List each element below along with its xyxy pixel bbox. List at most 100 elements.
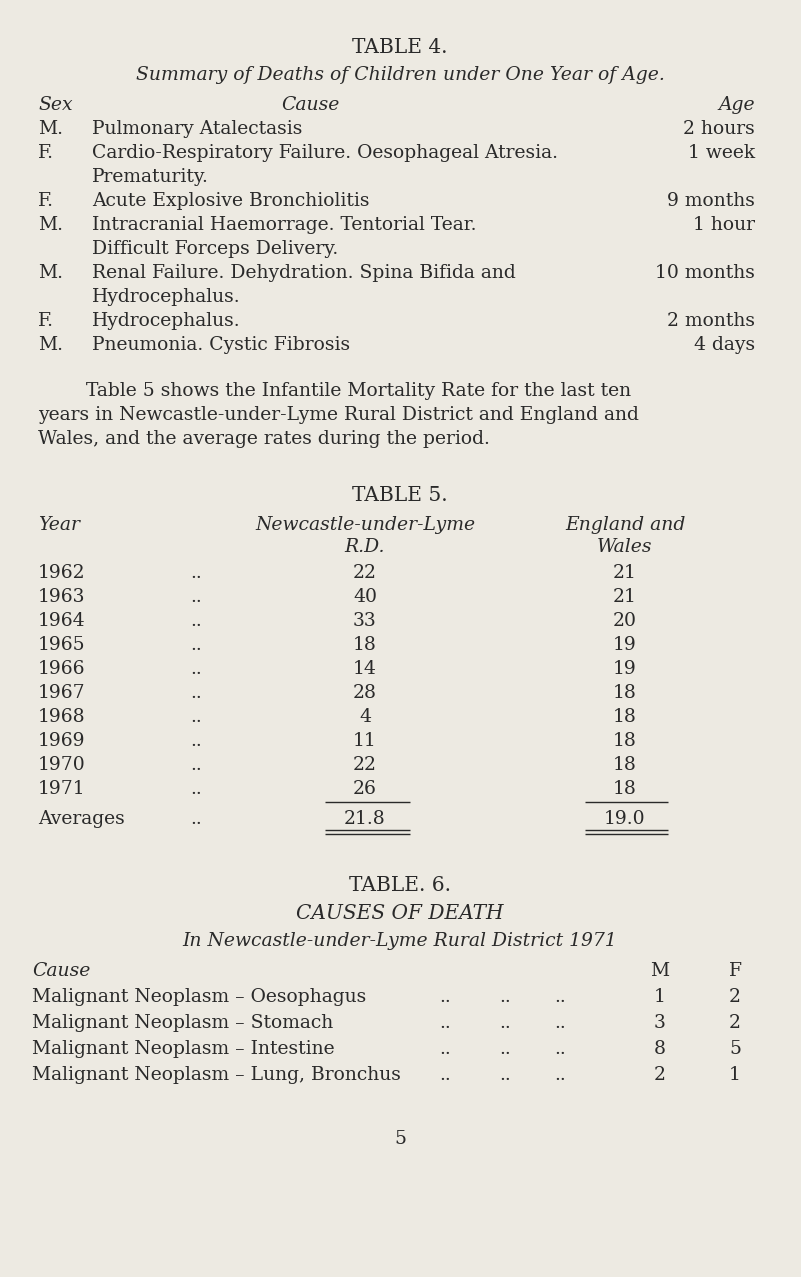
Text: 19.0: 19.0	[604, 810, 646, 827]
Text: 1: 1	[729, 1066, 741, 1084]
Text: 28: 28	[353, 684, 377, 702]
Text: 26: 26	[353, 780, 377, 798]
Text: Prematurity.: Prematurity.	[92, 169, 209, 186]
Text: 2 months: 2 months	[667, 312, 755, 329]
Text: 1968: 1968	[38, 707, 86, 727]
Text: ..: ..	[190, 780, 202, 798]
Text: years in Newcastle-under-Lyme Rural District and England and: years in Newcastle-under-Lyme Rural Dist…	[38, 406, 639, 424]
Text: 9 months: 9 months	[667, 192, 755, 209]
Text: ..: ..	[439, 1066, 451, 1084]
Text: 1963: 1963	[38, 587, 86, 607]
Text: ..: ..	[499, 1066, 511, 1084]
Text: ..: ..	[190, 732, 202, 750]
Text: Averages: Averages	[38, 810, 125, 827]
Text: F.: F.	[38, 312, 54, 329]
Text: 8: 8	[654, 1039, 666, 1059]
Text: 40: 40	[353, 587, 377, 607]
Text: F.: F.	[38, 144, 54, 162]
Text: Wales, and the average rates during the period.: Wales, and the average rates during the …	[38, 430, 490, 448]
Text: 1967: 1967	[38, 684, 86, 702]
Text: TABLE 5.: TABLE 5.	[352, 487, 448, 504]
Text: Newcastle-under-Lyme: Newcastle-under-Lyme	[255, 516, 475, 534]
Text: 22: 22	[353, 756, 377, 774]
Text: 22: 22	[353, 564, 377, 582]
Text: ..: ..	[190, 810, 202, 827]
Text: ..: ..	[190, 587, 202, 607]
Text: 1962: 1962	[38, 564, 86, 582]
Text: 1966: 1966	[38, 660, 86, 678]
Text: 18: 18	[613, 707, 637, 727]
Text: Age: Age	[718, 96, 755, 114]
Text: Malignant Neoplasm – Lung, Bronchus: Malignant Neoplasm – Lung, Bronchus	[32, 1066, 401, 1084]
Text: 4: 4	[359, 707, 371, 727]
Text: 11: 11	[353, 732, 377, 750]
Text: Wales: Wales	[598, 538, 653, 555]
Text: Hydrocephalus.: Hydrocephalus.	[92, 289, 240, 306]
Text: 1971: 1971	[38, 780, 86, 798]
Text: 18: 18	[613, 732, 637, 750]
Text: Cause: Cause	[281, 96, 339, 114]
Text: ..: ..	[499, 988, 511, 1006]
Text: ..: ..	[439, 1014, 451, 1032]
Text: ..: ..	[190, 564, 202, 582]
Text: 20: 20	[613, 612, 637, 630]
Text: 1965: 1965	[38, 636, 86, 654]
Text: Sex: Sex	[38, 96, 73, 114]
Text: TABLE 4.: TABLE 4.	[352, 38, 448, 57]
Text: Malignant Neoplasm – Oesophagus: Malignant Neoplasm – Oesophagus	[32, 988, 366, 1006]
Text: 4 days: 4 days	[694, 336, 755, 354]
Text: Malignant Neoplasm – Stomach: Malignant Neoplasm – Stomach	[32, 1014, 333, 1032]
Text: 21: 21	[613, 564, 637, 582]
Text: England and: England and	[565, 516, 685, 534]
Text: Summary of Deaths of Children under One Year of Age.: Summary of Deaths of Children under One …	[135, 66, 665, 84]
Text: Cause: Cause	[32, 962, 91, 979]
Text: Year: Year	[38, 516, 80, 534]
Text: In Newcastle-under-Lyme Rural District 1971: In Newcastle-under-Lyme Rural District 1…	[183, 932, 618, 950]
Text: 3: 3	[654, 1014, 666, 1032]
Text: M: M	[650, 962, 670, 979]
Text: 5: 5	[729, 1039, 741, 1059]
Text: 19: 19	[613, 660, 637, 678]
Text: 19: 19	[613, 636, 637, 654]
Text: ..: ..	[190, 636, 202, 654]
Text: ..: ..	[554, 1039, 566, 1059]
Text: M.: M.	[38, 216, 63, 234]
Text: M.: M.	[38, 336, 63, 354]
Text: Table 5 shows the Infantile Mortality Rate for the last ten: Table 5 shows the Infantile Mortality Ra…	[38, 382, 631, 400]
Text: Intracranial Haemorrage. Tentorial Tear.: Intracranial Haemorrage. Tentorial Tear.	[92, 216, 477, 234]
Text: ..: ..	[499, 1039, 511, 1059]
Text: 18: 18	[613, 684, 637, 702]
Text: 2: 2	[729, 988, 741, 1006]
Text: Pulmonary Atalectasis: Pulmonary Atalectasis	[92, 120, 302, 138]
Text: ..: ..	[190, 756, 202, 774]
Text: F: F	[728, 962, 742, 979]
Text: Acute Explosive Bronchiolitis: Acute Explosive Bronchiolitis	[92, 192, 369, 209]
Text: 10 months: 10 months	[655, 264, 755, 282]
Text: ..: ..	[554, 1014, 566, 1032]
Text: 21: 21	[613, 587, 637, 607]
Text: ..: ..	[439, 988, 451, 1006]
Text: 2: 2	[729, 1014, 741, 1032]
Text: TABLE. 6.: TABLE. 6.	[349, 876, 451, 895]
Text: ..: ..	[499, 1014, 511, 1032]
Text: ..: ..	[190, 660, 202, 678]
Text: 18: 18	[353, 636, 377, 654]
Text: ..: ..	[439, 1039, 451, 1059]
Text: Hydrocephalus.: Hydrocephalus.	[92, 312, 240, 329]
Text: Renal Failure. Dehydration. Spina Bifida and: Renal Failure. Dehydration. Spina Bifida…	[92, 264, 516, 282]
Text: 18: 18	[613, 780, 637, 798]
Text: ..: ..	[190, 707, 202, 727]
Text: ..: ..	[554, 988, 566, 1006]
Text: 5: 5	[394, 1130, 406, 1148]
Text: F.: F.	[38, 192, 54, 209]
Text: Cardio-Respiratory Failure. Oesophageal Atresia.: Cardio-Respiratory Failure. Oesophageal …	[92, 144, 558, 162]
Text: 33: 33	[353, 612, 377, 630]
Text: 2 hours: 2 hours	[683, 120, 755, 138]
Text: 1964: 1964	[38, 612, 86, 630]
Text: 1 week: 1 week	[688, 144, 755, 162]
Text: Difficult Forceps Delivery.: Difficult Forceps Delivery.	[92, 240, 338, 258]
Text: ..: ..	[190, 612, 202, 630]
Text: 14: 14	[353, 660, 377, 678]
Text: 2: 2	[654, 1066, 666, 1084]
Text: Pneumonia. Cystic Fibrosis: Pneumonia. Cystic Fibrosis	[92, 336, 350, 354]
